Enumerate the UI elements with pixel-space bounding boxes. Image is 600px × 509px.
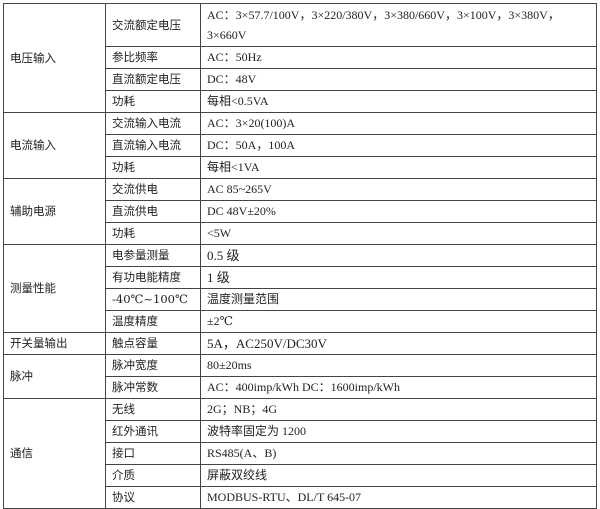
param-name: 温度精度 [105, 310, 201, 333]
param-name: 交流输入电流 [105, 112, 201, 135]
param-name: 功耗 [105, 90, 201, 113]
table-row: 电流输入 交流输入电流 AC：3×20(100)A [3, 112, 597, 179]
group-label: 辅助电源 [3, 178, 106, 245]
table-row: 接口 RS485(A、B) [4, 442, 597, 465]
param-name: 电参量测量 [105, 244, 201, 267]
param-value: 2G；NB；4G [200, 398, 597, 421]
param-name: 交流供电 [105, 178, 201, 201]
param-name: 红外通讯 [105, 420, 201, 443]
param-value: ±2℃ [200, 310, 597, 333]
table-row: 电压输入 交流额定电压 AC：3×57.7/100V，3×220/380V，3×38… [3, 3, 597, 113]
param-name: 无线 [105, 398, 201, 421]
param-value: DC：48V [200, 68, 597, 91]
param-value: 0.5 级 [200, 244, 597, 267]
table-row: 辅助电源 交流供电 AC 85~265V [3, 178, 597, 245]
param-name: 脉冲宽度 [105, 354, 201, 377]
param-value: MODBUS-RTU、DL/T 645-07 [200, 486, 597, 509]
param-value: AC：400imp/kWh DC：1600imp/kWh [200, 376, 597, 399]
table-row: 开关量输出 触点容量 5A，AC250V/DC30V [3, 332, 597, 355]
param-value: 温度测量范围 [200, 288, 597, 311]
table-row: 测量性能 电参量测量 0.5 级 [3, 244, 597, 333]
param-name: 功耗 [105, 222, 201, 245]
param-value: 每相<1VA [200, 156, 597, 179]
param-name: 协议 [105, 486, 201, 509]
table-row: 脉冲 脉冲宽度 80±20ms [3, 354, 597, 399]
table-row: 有功电能精度 1 级 [4, 266, 597, 289]
param-name: 脉冲常数 [105, 376, 201, 399]
param-value: 1 级 [200, 266, 597, 289]
param-name: 介质 [105, 464, 201, 487]
table-row: 脉冲常数 AC：400imp/kWh DC：1600imp/kWh [4, 376, 597, 399]
param-name: 接口 [105, 442, 201, 465]
table-row: 功耗 每相<1VA [4, 156, 597, 179]
param-value: DC：50A，100A [200, 134, 597, 157]
group-label: 开关量输出 [3, 332, 106, 355]
group-label: 电流输入 [3, 112, 106, 179]
param-name: 交流额定电压 [105, 3, 201, 47]
param-value: AC：3×20(100)A [200, 112, 597, 135]
table-row: 直流额定电压 DC：48V [4, 68, 597, 91]
param-value: 波特率固定为 1200 [200, 420, 597, 443]
param-name: 直流额定电压 [105, 68, 201, 91]
param-name: 参比频率 [105, 46, 201, 69]
param-name: 有功电能精度 [105, 266, 201, 289]
table-row: 温度精度 ±2℃ [4, 310, 597, 333]
group-label: 电压输入 [3, 3, 106, 113]
table-row: 通信 无线 2G；NB；4G [3, 398, 597, 509]
param-name: 直流供电 [105, 200, 201, 223]
param-value: RS485(A、B) [200, 442, 597, 465]
param-value: 5A，AC250V/DC30V [200, 332, 597, 355]
group-label: 脉冲 [3, 354, 106, 399]
param-value: 80±20ms [200, 354, 597, 377]
param-name: 触点容量 [105, 332, 201, 355]
group-label: 通信 [3, 398, 106, 509]
param-value: DC 48V±20% [200, 200, 597, 223]
param-value: AC：50Hz [200, 46, 597, 69]
spec-table: 电压输入 交流额定电压 AC：3×57.7/100V，3×220/380V，3×38… [3, 3, 597, 509]
table-row: -40℃~100℃ 温度测量范围 [4, 288, 597, 311]
param-value: <5W [200, 222, 597, 245]
param-name: 直流输入电流 [105, 134, 201, 157]
param-value: 每相<0.5VA [200, 90, 597, 113]
group-label: 测量性能 [3, 244, 106, 333]
param-value: 屏蔽双绞线 [200, 464, 597, 487]
table-row: 功耗 <5W [4, 222, 597, 245]
param-value: AC 85~265V [200, 178, 597, 201]
param-name: -40℃~100℃ [105, 288, 201, 311]
param-name: 功耗 [105, 156, 201, 179]
param-value: AC：3×57.7/100V，3×220/380V，3×380/660V，3×1… [200, 3, 597, 47]
